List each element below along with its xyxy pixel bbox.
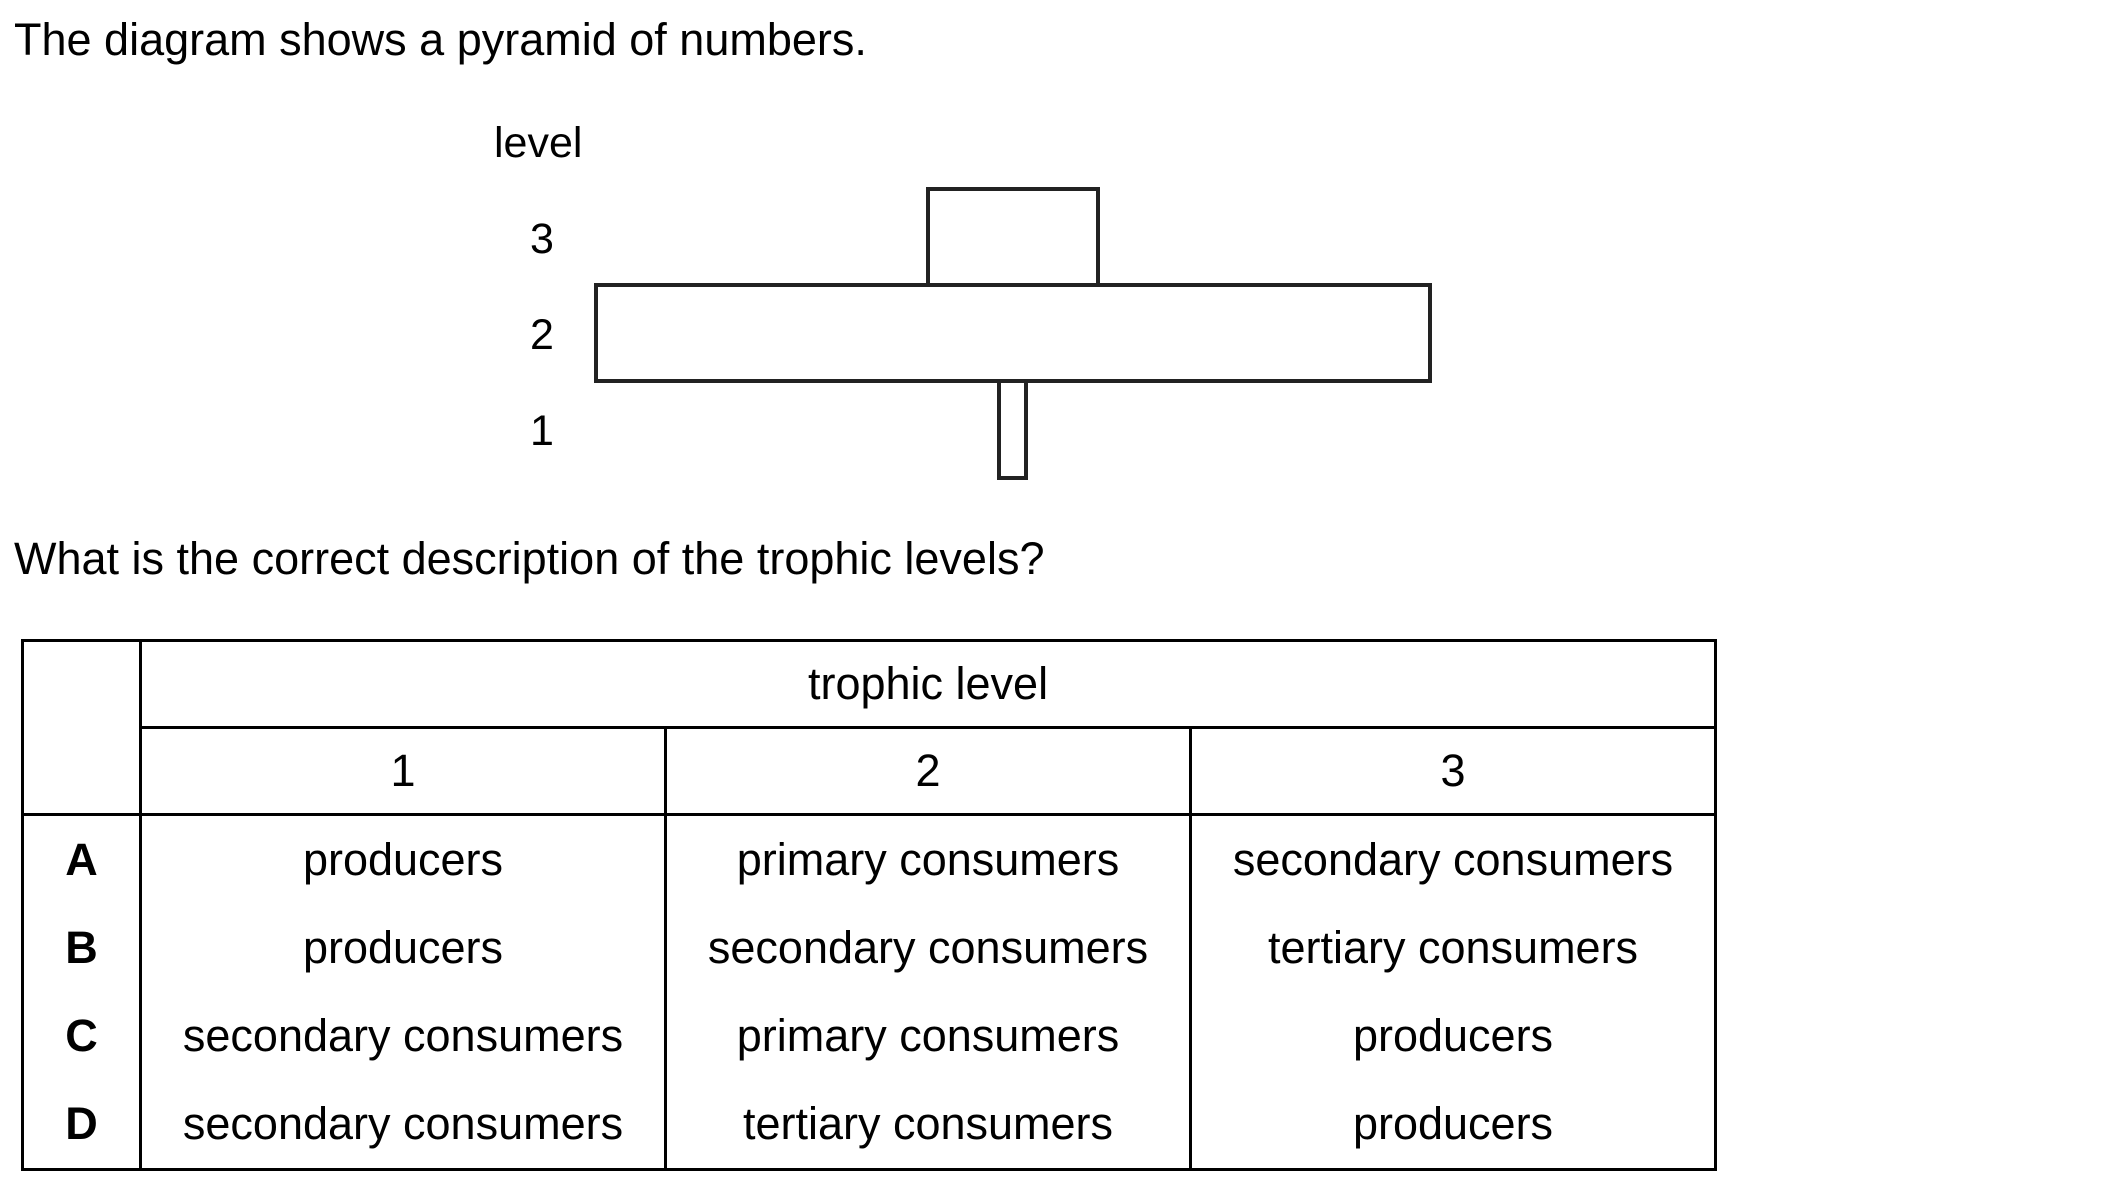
- table-cell: tertiary consumers: [664, 1080, 1192, 1171]
- row-key: C: [21, 992, 142, 1080]
- column-header-1: 1: [139, 726, 667, 816]
- pyramid-bar-level-3: [926, 187, 1100, 287]
- table-row: D secondary consumers tertiary consumers…: [21, 1080, 1718, 1171]
- level-number-1: 1: [530, 407, 554, 455]
- table-cell: secondary consumers: [139, 992, 667, 1080]
- table-cell: producers: [139, 904, 667, 992]
- pyramid-bar-level-2: [594, 283, 1432, 383]
- table-cell: secondary consumers: [139, 1080, 667, 1171]
- level-axis-label: level: [494, 119, 583, 167]
- table-row: C secondary consumers primary consumers …: [21, 992, 1718, 1080]
- table-cell: primary consumers: [664, 814, 1192, 904]
- table-cell: producers: [1188, 1080, 1718, 1171]
- answer-table: trophic level 1 2 3 A producers primary …: [21, 639, 1718, 1171]
- table-group-header: trophic level: [138, 639, 1718, 729]
- row-key: A: [21, 814, 142, 904]
- intro-text: The diagram shows a pyramid of numbers.: [14, 14, 867, 65]
- table-row: B producers secondary consumers tertiary…: [21, 904, 1718, 992]
- table-corner-cell: [21, 639, 142, 816]
- row-key: B: [21, 904, 142, 992]
- table-cell: secondary consumers: [664, 904, 1192, 992]
- question-text: What is the correct description of the t…: [14, 533, 1045, 584]
- table-cell: producers: [139, 814, 667, 904]
- pyramid-bar-level-1: [997, 379, 1028, 480]
- table-cell: primary consumers: [664, 992, 1192, 1080]
- table-row: A producers primary consumers secondary …: [21, 814, 1718, 904]
- level-number-2: 2: [530, 311, 554, 359]
- column-header-2: 2: [664, 726, 1192, 816]
- level-number-3: 3: [530, 215, 554, 263]
- table-cell: tertiary consumers: [1188, 904, 1718, 992]
- table-cell: producers: [1188, 992, 1718, 1080]
- table-cell: secondary consumers: [1188, 814, 1718, 904]
- row-key: D: [21, 1080, 142, 1171]
- column-header-3: 3: [1188, 726, 1718, 816]
